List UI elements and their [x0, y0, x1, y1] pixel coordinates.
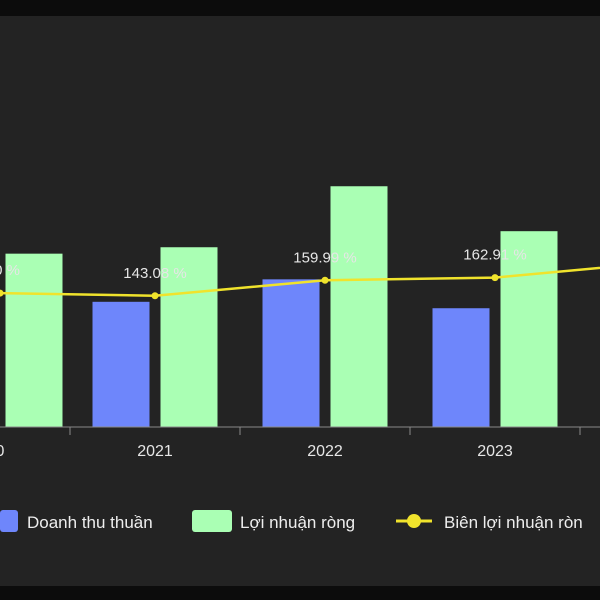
margin-label-2020: 0 % [0, 262, 20, 279]
margin-line-layer: 0 % 143.08 % 159.99 % 162.91 % [0, 247, 600, 300]
legend-label-margin[interactable]: Biên lợi nhuận ròn [444, 513, 583, 532]
chart-panel: 0 2021 2022 2023 0 % 143.08 % 159.99 % 162.91 … [0, 16, 600, 586]
bars-layer [5, 186, 558, 427]
x-tick-label-2021: 2021 [137, 443, 173, 460]
bar-revenue-2021 [92, 301, 150, 427]
x-tick-label-2020: 0 [0, 443, 5, 460]
bar-revenue-2022 [262, 279, 320, 427]
bar-profit-2021 [160, 247, 218, 427]
bar-profit-2022 [330, 186, 388, 427]
legend-dot-margin[interactable] [407, 514, 421, 528]
margin-label-2023: 162.91 % [463, 247, 526, 264]
legend-swatch-profit[interactable] [192, 510, 232, 532]
legend-label-revenue[interactable]: Doanh thu thuần [27, 513, 153, 532]
margin-label-2021: 143.08 % [123, 265, 186, 282]
margin-point-2022 [321, 276, 329, 284]
margin-point-2020 [0, 289, 4, 297]
x-tick-label-2022: 2022 [307, 443, 343, 460]
legend-label-profit[interactable]: Lợi nhuận ròng [240, 513, 355, 532]
x-tick-label-2023: 2023 [477, 443, 513, 460]
combo-chart: 0 2021 2022 2023 0 % 143.08 % 159.99 % 162.91 … [0, 186, 600, 532]
bar-revenue-2023 [432, 308, 490, 427]
legend-swatch-revenue[interactable] [0, 510, 18, 532]
margin-label-2022: 159.99 % [293, 249, 356, 266]
bar-profit-2023 [500, 231, 558, 427]
x-axis: 0 2021 2022 2023 [0, 426, 600, 460]
margin-point-2021 [151, 292, 159, 300]
bar-profit-2020 [5, 253, 63, 427]
margin-point-2023 [491, 274, 499, 282]
legend: Doanh thu thuần Lợi nhuận ròng Biên lợi … [0, 510, 583, 532]
